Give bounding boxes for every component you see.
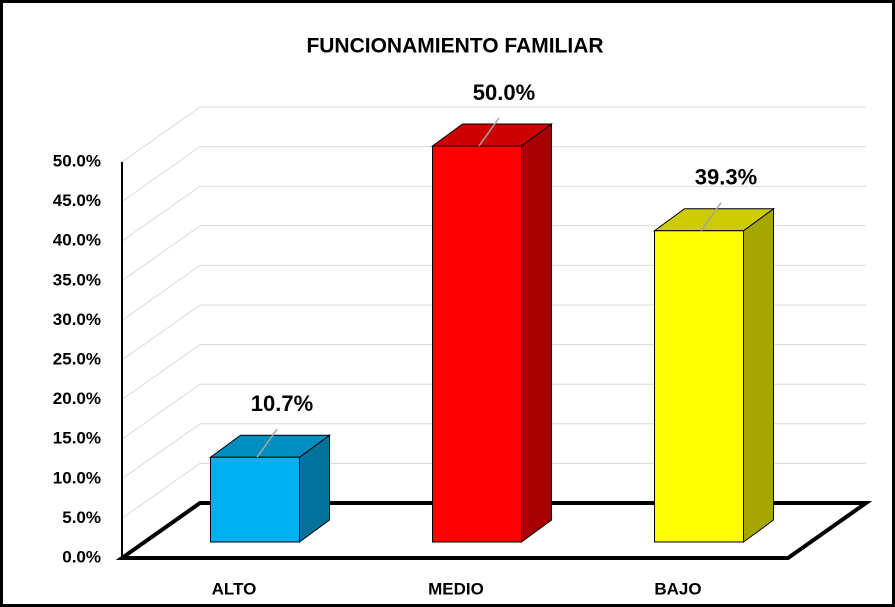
x-tick-label: ALTO bbox=[212, 579, 257, 598]
side-grid-line bbox=[121, 383, 201, 440]
side-grid-line bbox=[121, 146, 201, 203]
leader-line bbox=[256, 428, 278, 458]
bar-side bbox=[521, 123, 552, 543]
chart-title: FUNCIONAMIENTO FAMILIAR bbox=[306, 35, 603, 58]
leader-line bbox=[700, 202, 722, 232]
leader-line bbox=[478, 117, 500, 147]
data-label: 50.0% bbox=[473, 80, 535, 105]
side-grid-line bbox=[121, 106, 201, 163]
bar bbox=[432, 145, 522, 543]
x-tick-label: BAJO bbox=[654, 579, 701, 598]
y-tick-label: 10.0% bbox=[53, 468, 101, 487]
side-grid-line bbox=[121, 185, 201, 242]
side-grid-line bbox=[121, 462, 201, 519]
y-tick-label: 35.0% bbox=[53, 270, 101, 289]
y-tick-label: 0.0% bbox=[62, 547, 101, 566]
side-grid-line bbox=[121, 423, 201, 480]
y-tick-label: 50.0% bbox=[53, 151, 101, 170]
bar bbox=[210, 456, 300, 543]
y-tick-label: 20.0% bbox=[53, 389, 101, 408]
y-tick-label: 30.0% bbox=[53, 310, 101, 329]
side-grid-line bbox=[121, 304, 201, 361]
y-tick-label: 5.0% bbox=[62, 508, 101, 527]
side-grid-line bbox=[121, 225, 201, 282]
y-tick-label: 40.0% bbox=[53, 231, 101, 250]
bar-side bbox=[743, 207, 774, 543]
side-grid-line bbox=[121, 264, 201, 321]
data-label: 10.7% bbox=[251, 391, 313, 416]
side-grid-line bbox=[121, 344, 201, 401]
y-tick-label: 25.0% bbox=[53, 349, 101, 368]
y-tick-label: 15.0% bbox=[53, 429, 101, 448]
x-tick-label: MEDIO bbox=[428, 579, 484, 598]
data-label: 39.3% bbox=[695, 165, 757, 190]
bar bbox=[654, 230, 744, 543]
y-tick-label: 45.0% bbox=[53, 191, 101, 210]
